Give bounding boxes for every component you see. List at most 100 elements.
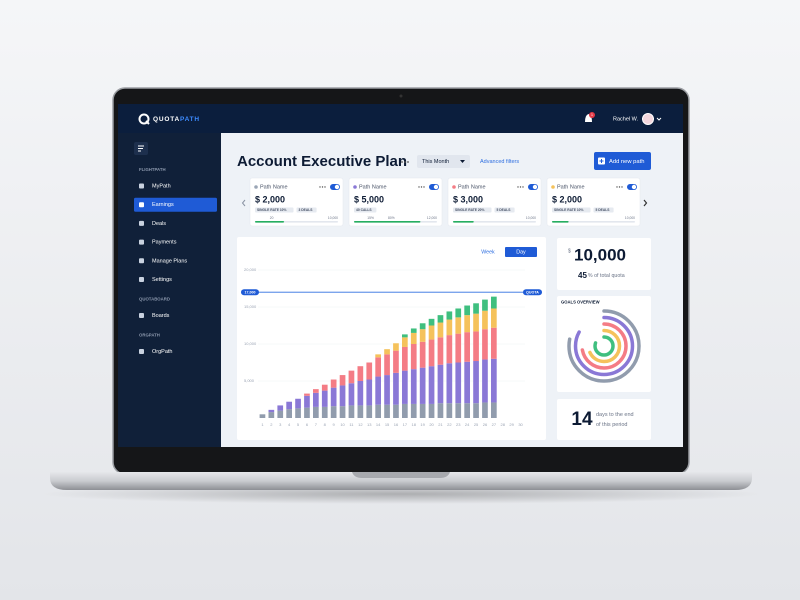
bar-segment bbox=[393, 343, 399, 351]
nav-item[interactable]: Payments bbox=[152, 240, 177, 246]
bar-segment bbox=[455, 362, 462, 404]
add-path-button[interactable] bbox=[594, 152, 651, 170]
x-tick-label: 23 bbox=[456, 422, 461, 427]
plus-icon bbox=[599, 159, 604, 163]
dot bbox=[407, 161, 409, 163]
nav-icon bbox=[139, 349, 144, 354]
bar-segment bbox=[410, 332, 417, 344]
caret bbox=[460, 160, 465, 163]
goal-ring bbox=[580, 322, 628, 370]
nav-item[interactable]: Deals bbox=[152, 221, 166, 227]
next-arrow[interactable] bbox=[643, 199, 648, 207]
bar-segment bbox=[384, 349, 390, 355]
path-name: Path Name bbox=[260, 184, 288, 190]
toggle-option[interactable]: Week bbox=[481, 250, 495, 256]
path-card[interactable] bbox=[546, 177, 641, 227]
bar-segment bbox=[366, 379, 373, 406]
path-card[interactable] bbox=[447, 177, 542, 227]
bar-segment bbox=[491, 308, 497, 328]
nav-icon bbox=[139, 277, 144, 282]
period-dropdown[interactable] bbox=[417, 155, 470, 168]
toggle-knob bbox=[631, 184, 637, 190]
path-tag bbox=[354, 207, 377, 213]
bar-segment bbox=[455, 317, 462, 334]
user-name[interactable]: Rachel W. bbox=[613, 116, 639, 122]
dot bbox=[517, 186, 519, 188]
progress-label: 20 bbox=[270, 216, 274, 220]
bar-segment bbox=[295, 398, 301, 409]
dot bbox=[621, 186, 623, 188]
y-tick-label: 10,000 bbox=[244, 341, 257, 346]
path-amount: $ 2,000 bbox=[552, 194, 582, 204]
path-tag-label: 5 DEALS bbox=[497, 208, 512, 212]
bar-segment bbox=[384, 354, 390, 376]
bar-segment bbox=[286, 401, 292, 410]
bar-segment bbox=[268, 412, 275, 418]
bar-segment bbox=[464, 332, 470, 362]
x-tick-label: 14 bbox=[376, 422, 381, 427]
bar-segment bbox=[464, 305, 470, 316]
nav-item[interactable]: Manage Plans bbox=[152, 258, 187, 264]
nav-item[interactable]: OrgPath bbox=[152, 349, 172, 355]
bar-segment bbox=[384, 375, 390, 405]
nav-item[interactable]: Earnings bbox=[152, 202, 174, 208]
bar-segment bbox=[428, 403, 435, 418]
x-tick-label: 9 bbox=[333, 422, 336, 427]
add-path-label: Add new path bbox=[609, 159, 644, 165]
bar-segment bbox=[473, 313, 479, 332]
prev-arrow[interactable] bbox=[241, 199, 246, 207]
dot bbox=[418, 186, 420, 188]
bar-segment bbox=[339, 406, 346, 418]
x-tick-label: 15 bbox=[385, 422, 390, 427]
progress-bar bbox=[552, 221, 569, 223]
bar-segment bbox=[482, 299, 488, 311]
bar-segment bbox=[482, 359, 488, 403]
laptop-base bbox=[50, 472, 752, 490]
path-card[interactable] bbox=[249, 177, 344, 227]
path-name: Path Name bbox=[359, 184, 387, 190]
bar-segment bbox=[410, 328, 417, 333]
nav-item[interactable]: Boards bbox=[152, 313, 170, 319]
bar-segment bbox=[419, 367, 426, 404]
goal-ring bbox=[586, 328, 622, 364]
path-card[interactable] bbox=[348, 177, 443, 227]
filters-link[interactable]: Advanced filters bbox=[480, 159, 519, 165]
toggle-active[interactable] bbox=[505, 247, 537, 257]
bar-segment bbox=[428, 366, 435, 404]
path-tag bbox=[552, 207, 591, 213]
logo-part: QUOTA bbox=[153, 116, 180, 123]
x-tick-label: 13 bbox=[367, 422, 372, 427]
more-menu[interactable] bbox=[401, 161, 409, 163]
bar-segment bbox=[295, 408, 301, 418]
bar-segment bbox=[455, 333, 462, 363]
bar-segment bbox=[357, 381, 364, 406]
earnings-card bbox=[237, 237, 546, 440]
path-tag bbox=[593, 207, 614, 213]
user-chevron[interactable] bbox=[656, 117, 662, 121]
x-tick-label: 19 bbox=[420, 422, 425, 427]
bar-segment bbox=[304, 407, 310, 418]
bar-segment bbox=[410, 369, 417, 404]
bar-segment bbox=[366, 405, 373, 418]
toggle-option[interactable]: Day bbox=[516, 250, 526, 256]
dot bbox=[616, 186, 618, 188]
bar-segment bbox=[437, 403, 444, 418]
nav-item[interactable]: MyPath bbox=[152, 183, 171, 189]
avatar[interactable] bbox=[642, 113, 654, 125]
progress-track bbox=[453, 221, 536, 223]
nav-section-title: FLIGHTPATH bbox=[139, 167, 166, 172]
bar-segment bbox=[455, 308, 462, 318]
path-name: Path Name bbox=[557, 184, 585, 190]
bar-segment bbox=[437, 315, 444, 323]
bar-segment bbox=[268, 409, 275, 413]
nav-item[interactable]: Settings bbox=[152, 277, 172, 283]
progress-label: 10,000 bbox=[526, 216, 536, 220]
bar-segment bbox=[419, 323, 426, 330]
path-tag-label: SINGLE RATE 10% bbox=[554, 208, 584, 212]
bar-segment bbox=[464, 361, 470, 404]
bar-segment bbox=[473, 403, 479, 418]
page-title: Account Executive Plan bbox=[237, 153, 407, 170]
nav-active bbox=[134, 197, 217, 212]
